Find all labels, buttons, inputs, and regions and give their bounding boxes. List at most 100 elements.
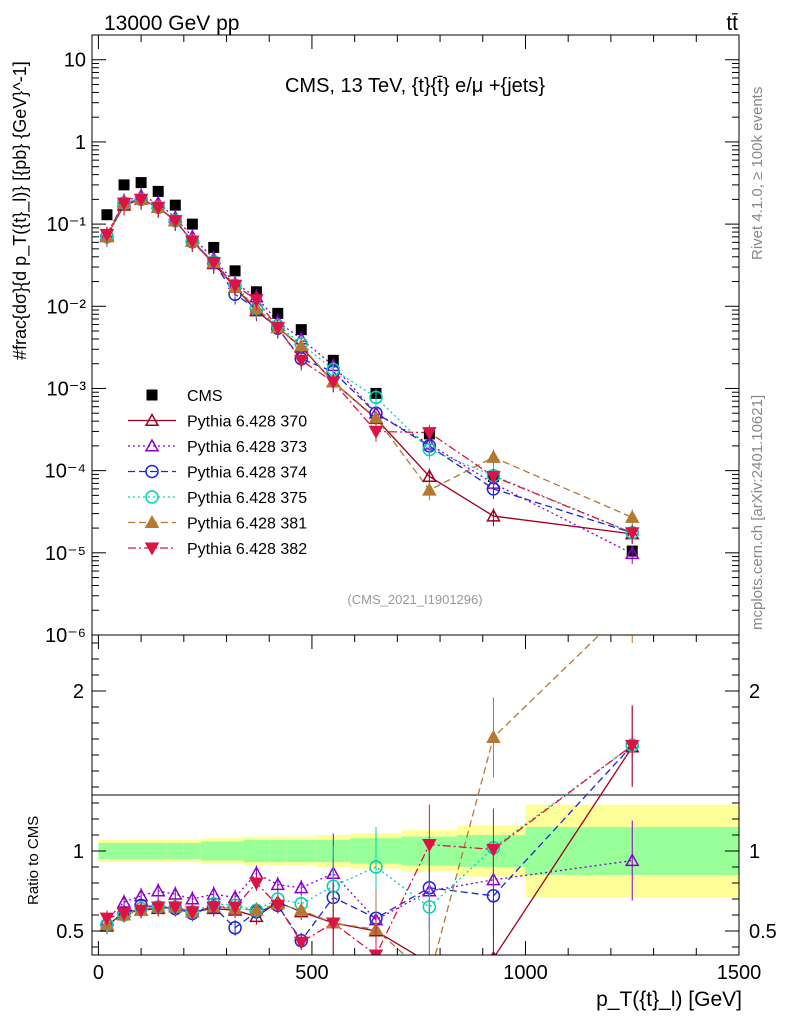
main-series-line: [106, 198, 633, 535]
main-data-point: [168, 215, 183, 229]
main-data-point: [229, 265, 241, 277]
ratio-data-point: [249, 877, 264, 891]
main-data-point: [150, 201, 166, 215]
ratio-data-point: [228, 921, 242, 935]
main-title: CMS, 13 TeV, {t}{t̄} e/μ +{jets}: [285, 75, 545, 97]
uncertainty-bands: [98, 804, 739, 898]
ratio-data-point: [486, 729, 501, 743]
rivet-version-label: Rivet 4.1.0, ≥ 100k events: [749, 87, 766, 260]
mcplots-label: mcplots.cern.ch [arXiv:2401.10621]: [749, 395, 766, 630]
ratio-data-point: [626, 597, 638, 608]
main-y-tick-label: 10⁻⁶: [45, 625, 86, 647]
legend-marker: [144, 412, 160, 427]
ratio-data-point: [249, 902, 264, 916]
inner-uncertainty-band: [226, 841, 244, 861]
ratio-data-point: [116, 907, 132, 921]
main-data-point: [295, 324, 307, 336]
inner-uncertainty-band: [243, 839, 270, 863]
ratio-series-lines: [106, 635, 633, 955]
main-y-tick-label: 10⁻⁴: [45, 461, 86, 483]
main-data-point: [186, 218, 198, 230]
main-data-point: [422, 468, 437, 482]
ratio-panel: 0.5 0.5 1 1 2 2 0 500 1000 1500 Ratio to CMS p_T(…: [25, 597, 777, 1011]
main-data-point: [272, 307, 284, 319]
ratio-data-point: [293, 902, 309, 916]
x-tick-label: 1000: [503, 962, 548, 984]
ratio-data-point: [133, 904, 149, 918]
main-series-line: [106, 198, 633, 534]
ratio-y-axis-label: Ratio to CMS: [25, 816, 42, 905]
main-data-point: [206, 257, 221, 271]
main-y-tick-label: 10: [64, 50, 86, 72]
ratio-axis-ticks: 0.5 0.5 1 1 2 2 0 500 1000 1500: [56, 635, 777, 984]
main-series-line: [106, 198, 633, 534]
ratio-data-point: [206, 901, 221, 915]
legend-label: Pythia 6.428 382: [187, 541, 307, 558]
main-data-point: [486, 449, 501, 463]
ratio-data-point: [185, 906, 200, 920]
ratio-y-tick-label-right: 1: [749, 841, 760, 863]
ratio-data-point: [422, 839, 437, 853]
main-y-tick-label: 10⁻¹: [47, 214, 87, 236]
ratio-y-tick-label-right: 2: [749, 681, 760, 703]
main-data-point: [249, 294, 264, 308]
legend-label: Pythia 6.428 373: [187, 439, 307, 456]
x-tick-label: 0: [93, 962, 104, 984]
main-y-tick-label: 10⁻²: [47, 296, 87, 318]
analysis-watermark: (CMS_2021_I1901296): [347, 592, 482, 607]
main-y-tick-label: 1: [75, 132, 86, 154]
inner-uncertainty-band: [115, 843, 133, 859]
main-data-point: [227, 279, 243, 293]
ratio-data-point: [326, 917, 341, 931]
ratio-data-point: [227, 901, 243, 915]
ratio-data-point: [150, 901, 166, 915]
legend-label: Pythia 6.428 381: [187, 516, 307, 533]
inner-uncertainty-band: [98, 843, 116, 859]
main-data-point: [422, 442, 437, 457]
main-y-axis-label: #frac{dσ}{d p_T({t}_l)} [{pb} {GeV}^-1]: [10, 61, 31, 360]
main-data-point: [422, 427, 437, 441]
main-data-point: [624, 527, 640, 541]
main-panel: 10⁻⁶ 10⁻⁵ 10⁻⁴ 10⁻³ 10⁻² 10⁻¹ 1 10 CMS, 13 TeV,…: [10, 34, 740, 647]
main-data-point: [208, 241, 220, 253]
ratio-data-point: [422, 900, 437, 914]
inner-uncertainty-band: [166, 843, 184, 859]
ratio-data-point: [150, 883, 166, 897]
inner-uncertainty-band: [200, 841, 227, 861]
inner-uncertainty-band: [286, 839, 317, 863]
ratio-series-line: [106, 744, 633, 926]
legend: CMS Pythia 6.428 370 Pythia 6.428 373 Pythi…: [128, 388, 307, 558]
ratio-y-tick-label-right: 0.5: [749, 921, 777, 943]
main-data-point: [368, 425, 384, 439]
ratio-data-point: [270, 877, 286, 891]
ratio-series-line: [106, 744, 633, 942]
ratio-data-point: [168, 901, 183, 915]
main-y-ticks: 10⁻⁶ 10⁻⁵ 10⁻⁴ 10⁻³ 10⁻² 10⁻¹ 1 10: [45, 34, 740, 647]
ratio-data-point: [99, 912, 115, 926]
main-data-point: [486, 470, 501, 484]
main-data-point: [422, 482, 437, 496]
main-data-point: [293, 338, 309, 352]
ratio-y-tick-label-left: 0.5: [56, 921, 84, 943]
x-tick-label: 1500: [717, 962, 762, 984]
main-data-point: [486, 508, 501, 522]
ratio-series-line: [106, 859, 633, 921]
main-data-point: [293, 354, 309, 368]
main-data-point: [369, 390, 383, 405]
x-tick-label: 500: [295, 962, 328, 984]
main-series-line: [106, 195, 633, 555]
legend-label: Pythia 6.428 375: [187, 490, 307, 507]
main-series-line: [106, 198, 633, 534]
inner-uncertainty-band: [132, 843, 150, 859]
legend-marker: [144, 542, 160, 556]
main-y-tick-label: 10⁻³: [47, 378, 87, 400]
ratio-data-point: [368, 949, 384, 955]
ratio-data-point: [423, 971, 435, 982]
main-data-point: [624, 545, 640, 560]
ratio-data-point: [293, 880, 309, 894]
main-data-point: [133, 193, 149, 207]
legend-marker: [144, 514, 160, 529]
ratio-data-point: [624, 739, 640, 753]
ratio-data-point: [293, 936, 309, 950]
ratio-data-point: [423, 957, 435, 968]
